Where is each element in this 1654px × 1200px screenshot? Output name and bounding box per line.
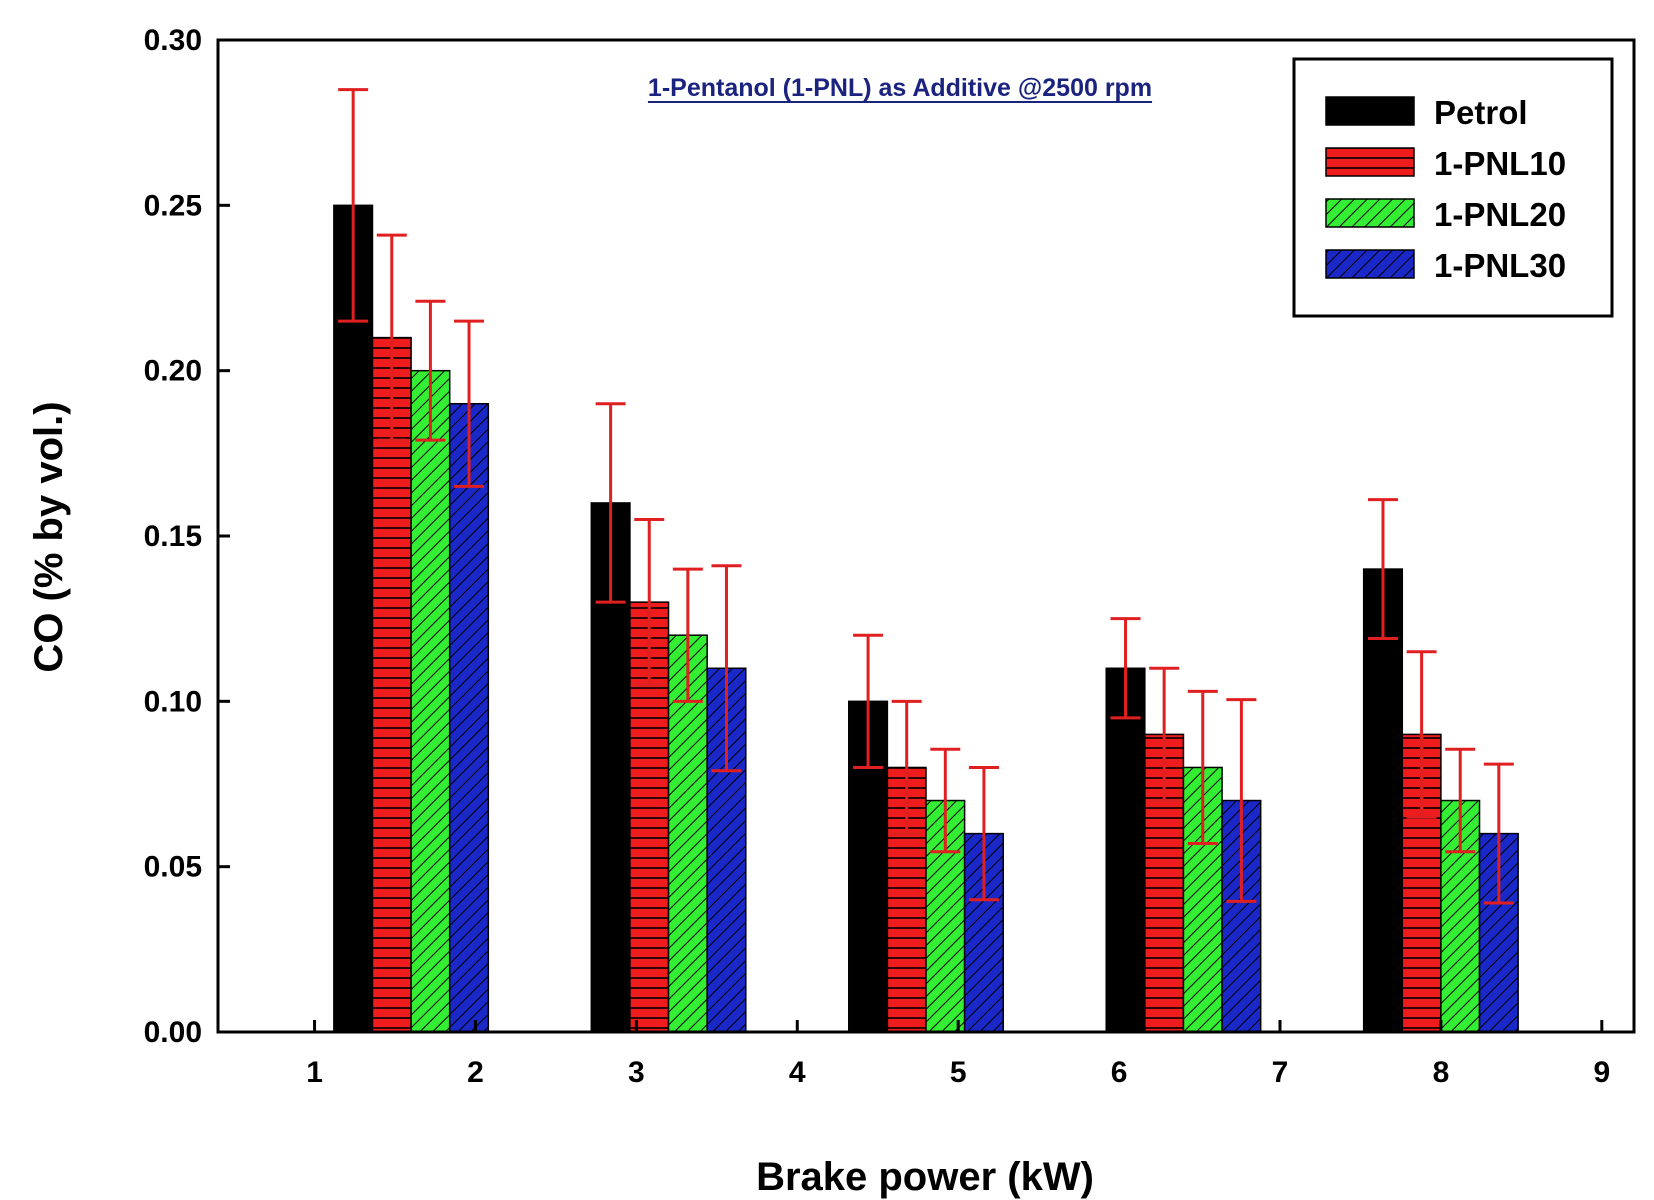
error-bar-petrol-group-2 [595,402,626,604]
legend-swatch-pnl30 [1325,249,1415,279]
bar-pnl30-group-2 [706,667,747,1033]
y-tick-label: 0.15 [144,520,202,553]
x-tick-label: 1 [306,1056,323,1089]
chart-annotation: 1-Pentanol (1-PNL) as Additive @2500 rpm [648,74,1152,102]
legend-swatch-pnl10 [1325,147,1415,177]
y-tick-label: 0.20 [144,355,202,388]
x-tick-label: 6 [1111,1056,1128,1089]
bar-petrol-group-4 [1105,667,1146,1033]
y-tick-label: 0.30 [144,24,202,57]
legend-label-pnl30: 1-PNL30 [1434,247,1566,284]
y-tick-label: 0.25 [144,189,202,222]
bar-pnl10-group-1 [371,336,412,1033]
error-bar-pnl20-group-2 [672,567,703,703]
error-bar-petrol-group-3 [853,633,884,769]
error-bar-pnl10-group-4 [1149,666,1180,803]
error-bar-petrol-group-1 [338,88,369,323]
x-tick-label: 9 [1593,1056,1610,1089]
error-bar-pnl10-group-5 [1406,650,1437,819]
error-bar-pnl30-group-1 [454,319,485,488]
x-axis-title: Brake power (kW) [756,1155,1094,1199]
error-bar-pnl10-group-1 [376,233,407,442]
legend-swatch-pnl20 [1325,198,1415,228]
error-bar-pnl20-group-5 [1445,747,1476,854]
error-bar-pnl30-group-3 [968,765,999,902]
x-tick-label: 3 [628,1056,645,1089]
legend-swatch-petrol [1325,96,1415,126]
error-bar-pnl30-group-2 [711,564,742,773]
bar-pnl30-group-1 [448,402,490,1033]
y-axis-title: CO (% by vol.) [27,401,71,672]
error-bar-pnl30-group-5 [1483,762,1514,905]
bar-petrol-group-5 [1362,568,1404,1033]
y-tick-label: 0.00 [144,1016,202,1049]
y-tick-label: 0.05 [144,851,202,884]
x-tick-label: 7 [1272,1056,1289,1089]
bar-petrol-group-1 [333,204,374,1033]
bar-pnl20-group-1 [410,369,451,1033]
error-bar-pnl30-group-4 [1226,698,1257,903]
x-tick-label: 2 [467,1056,484,1089]
legend: Petrol 1-PNL10 1-PNL20 1-PNL30 [1292,57,1614,318]
error-bar-petrol-group-5 [1367,498,1398,641]
error-bar-pnl20-group-3 [930,747,961,854]
error-bar-petrol-group-4 [1110,617,1141,720]
legend-label-pnl10: 1-PNL10 [1434,145,1566,182]
error-bar-pnl20-group-1 [415,299,446,442]
error-bar-pnl20-group-4 [1187,689,1218,846]
error-bar-pnl10-group-3 [891,699,922,836]
y-tick-label: 0.10 [144,685,202,718]
x-tick-label: 4 [789,1056,806,1089]
legend-label-pnl20: 1-PNL20 [1434,196,1566,233]
legend-label-petrol: Petrol [1434,94,1528,131]
error-bar-pnl10-group-2 [634,517,665,687]
x-tick-label: 8 [1433,1056,1450,1089]
x-tick-label: 5 [950,1056,967,1089]
